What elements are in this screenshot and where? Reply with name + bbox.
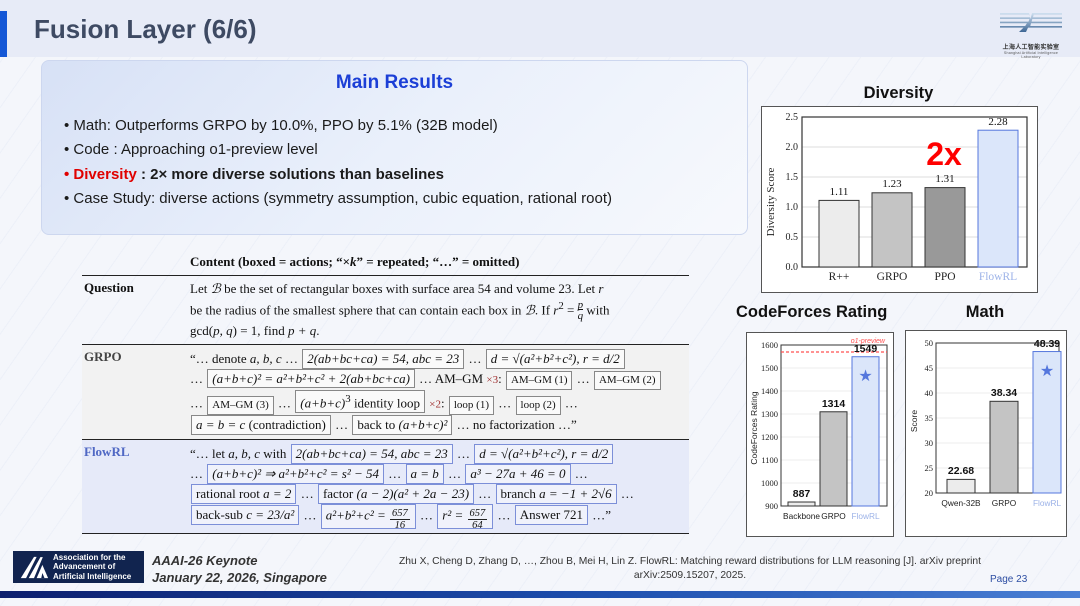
- svg-text:2.28: 2.28: [988, 116, 1008, 128]
- svg-text:22.68: 22.68: [948, 465, 974, 477]
- svg-text:1400: 1400: [761, 386, 778, 396]
- svg-text:Score: Score: [909, 410, 919, 432]
- svg-text:FlowRL: FlowRL: [1033, 498, 1062, 508]
- svg-text:1.23: 1.23: [882, 178, 902, 190]
- svg-text:25: 25: [925, 463, 934, 473]
- svg-text:★: ★: [858, 368, 872, 385]
- svg-text:1200: 1200: [761, 432, 778, 442]
- svg-text:FlowRL: FlowRL: [979, 271, 1017, 283]
- svg-text:50: 50: [925, 338, 934, 348]
- svg-text:45: 45: [925, 363, 934, 373]
- svg-text:1600: 1600: [761, 340, 778, 350]
- svg-text:35: 35: [925, 413, 934, 423]
- svg-text:Backbone: Backbone: [783, 511, 820, 521]
- svg-text:1.31: 1.31: [935, 173, 954, 185]
- svg-text:GRPO: GRPO: [821, 511, 846, 521]
- svg-text:1.5: 1.5: [786, 172, 799, 183]
- svg-text:GRPO: GRPO: [877, 271, 908, 283]
- svg-text:0.5: 0.5: [786, 232, 799, 243]
- svg-text:GRPO: GRPO: [992, 498, 1017, 508]
- svg-text:1.0: 1.0: [786, 202, 799, 213]
- svg-text:1300: 1300: [761, 409, 778, 419]
- svg-text:30: 30: [925, 438, 934, 448]
- svg-text:FlowRL: FlowRL: [851, 511, 880, 521]
- svg-text:887: 887: [793, 488, 811, 500]
- svg-text:PPO: PPO: [934, 271, 955, 283]
- svg-text:Qwen-32B: Qwen-32B: [941, 498, 981, 508]
- svg-text:Diversity Score: Diversity Score: [765, 168, 777, 237]
- svg-text:1500: 1500: [761, 363, 778, 373]
- svg-text:1314: 1314: [822, 398, 846, 410]
- svg-text:38.34: 38.34: [991, 387, 1017, 399]
- svg-text:CodeForces Rating: CodeForces Rating: [749, 391, 759, 465]
- svg-text:★: ★: [1040, 363, 1054, 380]
- svg-text:20: 20: [925, 488, 934, 498]
- svg-text:2x: 2x: [926, 136, 962, 172]
- svg-text:1549: 1549: [854, 343, 878, 355]
- svg-text:1000: 1000: [761, 478, 778, 488]
- svg-text:1100: 1100: [761, 455, 778, 465]
- svg-text:R++: R++: [829, 271, 850, 283]
- svg-text:48.39: 48.39: [1034, 338, 1060, 350]
- svg-text:1.11: 1.11: [830, 186, 849, 198]
- svg-text:2.5: 2.5: [786, 112, 799, 123]
- svg-text:2.0: 2.0: [786, 142, 799, 153]
- svg-text:900: 900: [765, 501, 778, 511]
- svg-text:40: 40: [925, 388, 934, 398]
- svg-text:0.0: 0.0: [786, 262, 799, 273]
